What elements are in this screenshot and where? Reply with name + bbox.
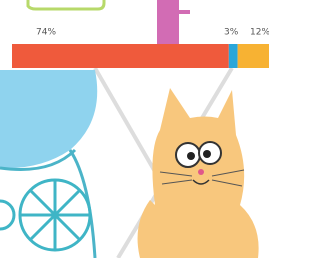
bar-segment (238, 44, 269, 68)
cat (138, 88, 259, 258)
pink-shape (157, 0, 179, 44)
stacked-bar: 74% 3% 12% (12, 28, 269, 69)
illustration (0, 0, 259, 258)
wheel (0, 180, 90, 250)
bar-segment (12, 44, 229, 68)
stroller-body (0, 70, 97, 168)
bar-segment (229, 44, 238, 68)
value-label: 12% (250, 28, 269, 38)
value-label: 3% (224, 28, 239, 38)
stroller-frame (70, 150, 95, 258)
pink-shape (176, 10, 190, 14)
infographic: 74% 3% 12% (0, 0, 269, 258)
green-shape (28, 0, 104, 9)
value-label: 74% (36, 28, 56, 38)
